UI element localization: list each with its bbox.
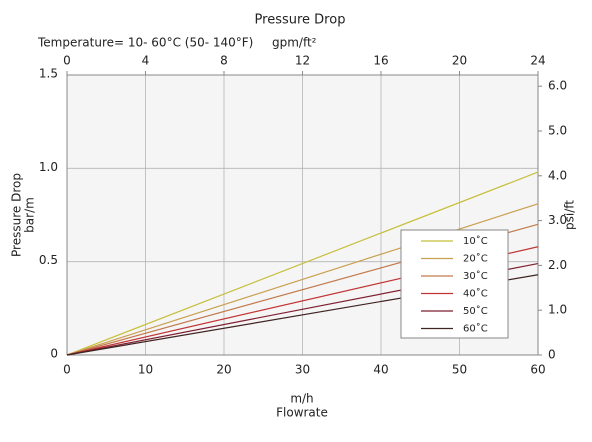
y2-tick-label: 5.0	[548, 124, 567, 138]
x2-tick-label: 12	[295, 54, 310, 68]
y-tick-label: 1.0	[39, 160, 58, 174]
series-line	[66, 171, 539, 356]
y2-tick-label: 0	[548, 348, 556, 362]
legend-label: 10˚C	[463, 235, 488, 247]
y2-tick-label: 6.0	[548, 79, 567, 93]
legend-label: 20˚C	[463, 253, 488, 265]
x-axis-label: Flowrate	[276, 406, 328, 420]
x-tick-label: 40	[373, 363, 388, 377]
x-tick-label: 30	[295, 363, 310, 377]
x2-tick-label: 16	[373, 54, 388, 68]
x-tick-label: 0	[63, 363, 71, 377]
y2-tick-label: 3.0	[548, 213, 567, 227]
x-axis-label: m/h	[290, 392, 313, 406]
y-axis-label: bar/m	[23, 197, 37, 233]
x2-tick-label: 4	[142, 54, 150, 68]
legend-label: 50˚C	[463, 305, 488, 317]
x-tick-label: 20	[216, 363, 231, 377]
y-tick-label: 1.5	[39, 67, 58, 81]
series-line	[66, 203, 539, 356]
x2-tick-label: 0	[63, 54, 71, 68]
chart-title: Pressure Drop	[255, 13, 346, 28]
y2-tick-label: 4.0	[548, 168, 567, 182]
x-tick-label: 10	[138, 363, 153, 377]
x2-tick-label: 24	[530, 54, 545, 68]
legend-box	[400, 229, 509, 339]
y2-tick-label: 1.0	[548, 303, 567, 317]
annotation: Temperature= 10- 60°C (50- 140°F)	[37, 36, 253, 50]
y2-tick-label: 2.0	[548, 258, 567, 272]
x2-axis-label: gpm/ft²	[272, 36, 317, 50]
y-tick-label: 0	[50, 347, 58, 361]
legend-label: 30˚C	[463, 270, 488, 282]
y2-axis-label: psi/ft	[563, 200, 577, 230]
legend-label: 40˚C	[463, 288, 488, 300]
y-axis-label: Pressure Drop	[10, 173, 24, 257]
legend-label: 60˚C	[463, 323, 488, 335]
y-tick-label: 0.5	[39, 253, 58, 267]
x-tick-label: 50	[452, 363, 467, 377]
x-tick-label: 60	[530, 363, 545, 377]
x2-tick-label: 20	[452, 54, 467, 68]
x2-tick-label: 8	[220, 54, 228, 68]
